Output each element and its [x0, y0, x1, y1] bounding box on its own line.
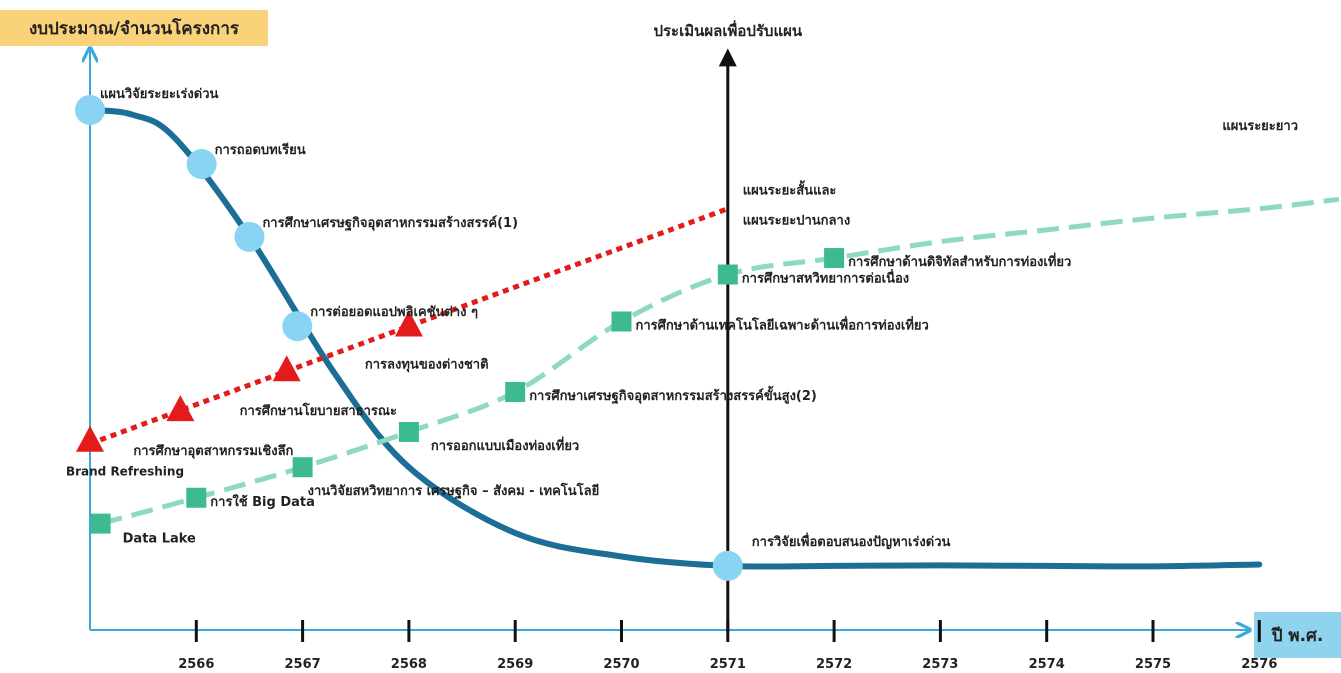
- square-marker: [824, 248, 845, 269]
- square-marker: [186, 487, 207, 508]
- square-marker: [505, 382, 526, 402]
- x-tick-label: 2569: [497, 657, 533, 672]
- point-label: การใช้ Big Data: [210, 493, 315, 510]
- x-tick-label: 2576: [1241, 657, 1277, 672]
- series-end-label: แผนระยะยาว: [1222, 119, 1298, 134]
- series-line-1: [87, 107, 1263, 570]
- y-axis-label: งบประมาณ/จำนวนโครงการ: [0, 10, 268, 46]
- point-label: Data Lake: [123, 532, 196, 547]
- triangle-marker: [166, 395, 195, 422]
- point-label: การศึกษาด้านเทคโนโลยีเฉพาะด้านเพื่อการท่…: [636, 316, 929, 334]
- point-label: การออกแบบเมืองท่องเที่ยว: [431, 436, 579, 454]
- x-axis-label: ปี พ.ศ.: [1254, 612, 1341, 658]
- square-marker: [292, 457, 313, 478]
- point-label: การศึกษาเศรษฐกิจอุตสาหกรรมสร้างสรรค์(1): [262, 215, 518, 232]
- point-label: การศึกษาสหวิทยาการต่อเนื่อง: [742, 269, 909, 287]
- series-end-label: แผนระยะปานกลาง: [743, 214, 850, 229]
- circle-marker: [234, 221, 265, 252]
- point-label: การศึกษาเศรษฐกิจอุตสาหกรรมสร้างสรรค์ขั้น…: [529, 385, 817, 405]
- series-line-2: [89, 206, 729, 447]
- x-tick-label: 2572: [816, 657, 852, 672]
- milestone-label: ประเมินผลเพื่อปรับแผน: [653, 20, 802, 40]
- triangle-marker: [272, 355, 301, 382]
- x-tick-label: 2570: [603, 657, 639, 672]
- x-tick-label: 2568: [391, 657, 427, 672]
- circle-marker: [712, 550, 743, 581]
- x-tick-label: 2574: [1029, 657, 1065, 672]
- circle-marker: [186, 149, 217, 180]
- triangle-marker: [76, 425, 104, 452]
- point-label: การศึกษาด้านดิจิทัลสำหรับการท่องเที่ยว: [848, 252, 1071, 270]
- point-label: การวิจัยเพื่อตอบสนองปัญหาเร่งด่วน: [752, 532, 951, 550]
- point-label: Brand Refreshing: [66, 465, 184, 479]
- square-marker: [90, 513, 111, 534]
- square-marker: [717, 264, 738, 285]
- circle-marker: [75, 95, 105, 125]
- x-tick-label: 2575: [1135, 657, 1171, 672]
- series-end-label: แผนระยะสั้นและ: [743, 180, 837, 199]
- point-label: งานวิจัยสหวิทยาการ เศรษฐกิจ – สังคม - เท…: [308, 482, 600, 500]
- square-marker: [611, 311, 632, 332]
- point-label: การศึกษานโยบายสาธารณะ: [240, 402, 397, 419]
- point-label: การลงทุนของต่างชาติ: [365, 358, 489, 373]
- x-tick-label: 2567: [285, 657, 321, 672]
- x-tick-label: 2573: [922, 657, 958, 672]
- x-tick-label: 2566: [178, 657, 214, 672]
- triangle-marker: [394, 310, 423, 337]
- circle-marker: [282, 311, 313, 342]
- point-label: การศึกษาอุตสาหกรรมเชิงลึก: [133, 443, 293, 459]
- x-tick-label: 2571: [710, 657, 746, 672]
- square-marker: [398, 421, 419, 442]
- point-label: การต่อยอดแอปพลิเคชันต่าง ๆ: [310, 305, 478, 320]
- point-label: แผนวิจัยระยะเร่งด่วน: [100, 87, 218, 102]
- point-label: การถอดบทเรียน: [215, 142, 306, 158]
